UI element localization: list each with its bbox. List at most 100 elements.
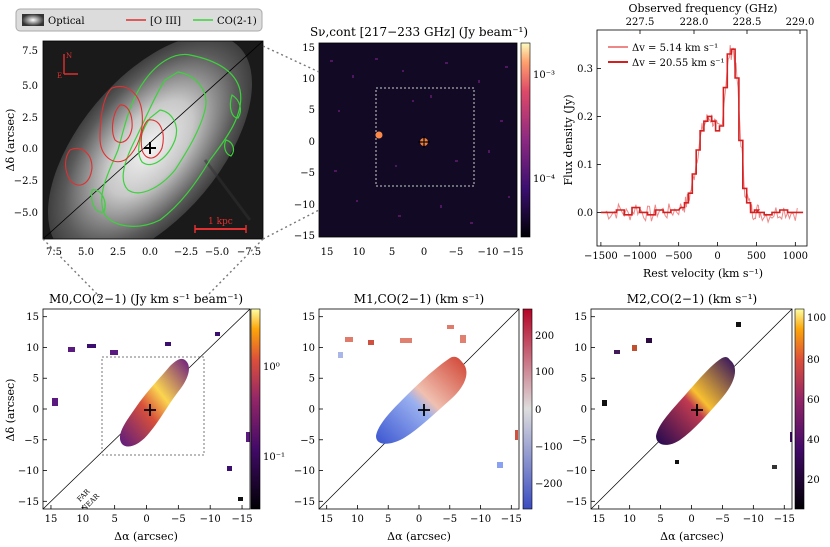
map-xtick: 5: [657, 514, 663, 525]
oiii-contours: [64, 86, 164, 186]
xtick: 0.0: [142, 247, 158, 258]
map-ytick: −10: [294, 466, 315, 477]
map-axis-ticks: 15 15 10 10 5 5 0 0 −5 −5 −10 −10 −15 −15 15 15 10 10 5 5 0 0…: [18, 312, 795, 525]
cbar-tick: 200: [535, 331, 554, 342]
spectrum-xlabel: Rest velocity (km s⁻¹): [643, 267, 763, 280]
cbar-tick: 20: [807, 475, 820, 486]
panel-f-xlabel: Δα (arcsec): [660, 530, 724, 543]
cbar-tick: 40: [807, 435, 820, 446]
map-xtick: 0: [143, 514, 149, 525]
panel-a-xticks: 7.5 5.0 2.5 0.0 −2.5 −5.0 −7.5: [46, 247, 261, 258]
cbar-tick: −200: [535, 479, 562, 490]
spectrum-xtick: 0: [714, 251, 720, 262]
panel-f-title: M2,CO(2−1) (km s⁻¹): [627, 292, 757, 306]
map-xtick: 5: [385, 514, 391, 525]
zoom-connectors: [42, 45, 320, 300]
ytick: 0: [309, 137, 315, 148]
ytick: 5: [309, 105, 315, 116]
map-xtick: 10: [351, 514, 364, 525]
spectrum-xtick: 1000: [783, 251, 808, 262]
legend-fine: Δv = 5.14 km s⁻¹: [632, 43, 718, 54]
panel-b-yticks: 15 10 5 0 −5 −10 −15: [294, 43, 315, 242]
panel-a-yticks: 7.5 5.0 2.5 0.0 −2.5 −5.0: [14, 46, 38, 219]
spectrum-ytick: 0.1: [577, 160, 593, 171]
map-xtick: −15: [231, 514, 252, 525]
cbar-tick: −100: [535, 442, 562, 453]
xtick: 5.0: [78, 247, 94, 258]
panel-d-xlabel: Δα (arcsec): [114, 530, 178, 543]
m1-velocity-field: [338, 325, 518, 468]
scale-bar: 1 kpc: [194, 217, 247, 233]
map-ytick: 5: [33, 374, 39, 385]
xtick: 10: [353, 247, 366, 258]
panel-d-title: M0,CO(2−1) (Jy km s⁻¹ beam⁻¹): [49, 292, 243, 306]
map-ytick: −10: [18, 466, 39, 477]
ytick: −2.5: [14, 176, 38, 187]
legend-coarse: Δv = 20.55 km s⁻¹: [632, 58, 725, 69]
xtick: −5.0: [205, 247, 229, 258]
map-ytick: 15: [574, 312, 587, 323]
xtick: −7.5: [237, 247, 261, 258]
map-ytick: −15: [294, 497, 315, 508]
compass-north: N: [66, 52, 72, 60]
map-ytick: 0: [309, 405, 315, 416]
ytick: 2.5: [22, 113, 38, 124]
ytick: −5.0: [14, 208, 38, 219]
xtick: 2.5: [110, 247, 126, 258]
spectrum-fine-line: [604, 45, 798, 224]
scale-bar-label: 1 kpc: [208, 217, 233, 227]
ytick: 10: [302, 74, 315, 85]
cbar-tick: 10⁻³: [533, 70, 555, 81]
spectrum-legend: Δv = 5.14 km s⁻¹ Δv = 20.55 km s⁻¹: [608, 43, 725, 69]
ytick: 5.0: [22, 81, 38, 92]
xtick: −10: [477, 247, 498, 258]
map-xtick: −5: [171, 514, 186, 525]
map-ytick: 10: [302, 343, 315, 354]
panel-d-ylabel: Δδ (arcsec): [4, 379, 17, 442]
map-ytick: 10: [26, 343, 39, 354]
map-xtick: −15: [501, 514, 522, 525]
map-ytick: 10: [574, 343, 587, 354]
map-ytick: −5: [572, 435, 587, 446]
compass: N E: [57, 52, 78, 80]
map-ytick: −15: [18, 497, 39, 508]
panel-e-title: M1,CO(2−1) (km s⁻¹): [354, 292, 484, 306]
legend-optical: Optical: [48, 16, 85, 27]
ytick: −10: [294, 200, 315, 211]
map-ytick: 15: [302, 312, 315, 323]
map-xtick: 0: [688, 514, 694, 525]
m2-dispersion: [602, 322, 792, 469]
top-axis-label: Observed frequency (GHz): [629, 2, 778, 15]
map-ytick: 0: [33, 405, 39, 416]
cbar-tick: 60: [807, 395, 820, 406]
panel-continuum: 10⁻³ 10⁻⁴ Sν,cont [217−233 GHz] (Jy beam…: [294, 25, 555, 258]
legend-oiii: [O III]: [150, 16, 181, 27]
map-xtick: 10: [623, 514, 636, 525]
map-xtick: −5: [442, 514, 457, 525]
panel-optical: N E 1 kpc Optical [O III] CO(2-1) 7.5 5.…: [4, 8, 264, 258]
cbar-tick: 10⁻¹: [263, 452, 285, 463]
map-xtick: −5: [715, 514, 730, 525]
spectrum-ticks: −1500 −1000 −500 0 500 1000 0.0 0.1 0.2 0.3: [577, 30, 808, 262]
map-xtick: −10: [743, 514, 764, 525]
cbar-tick: 10⁰: [263, 362, 280, 373]
compass-east: E: [57, 72, 62, 80]
map-xtick: 0: [416, 514, 422, 525]
map-xtick: −10: [200, 514, 221, 525]
cbar-tick: 10⁻⁴: [533, 174, 555, 185]
spectrum-xtick: 500: [747, 251, 766, 262]
panel-moment2: 100 80 60 40 20 M2,CO(2−1) (km s⁻¹) Δα (…: [590, 292, 826, 543]
ytick: −15: [294, 231, 315, 242]
spectrum-lines: [600, 45, 804, 224]
xtick: −15: [502, 247, 523, 258]
ytick: 15: [302, 43, 315, 54]
cbar-tick: 0: [535, 405, 541, 416]
ytick: 7.5: [22, 46, 38, 57]
xtick: −5: [449, 247, 464, 258]
spectrum-ytick: 0.3: [577, 64, 593, 75]
map-xtick: 5: [111, 514, 117, 525]
legend-co: CO(2-1): [217, 16, 257, 27]
map-xtick: 15: [45, 514, 58, 525]
optical-legend: Optical [O III] CO(2-1): [15, 8, 263, 32]
ytick: 0.0: [22, 144, 38, 155]
